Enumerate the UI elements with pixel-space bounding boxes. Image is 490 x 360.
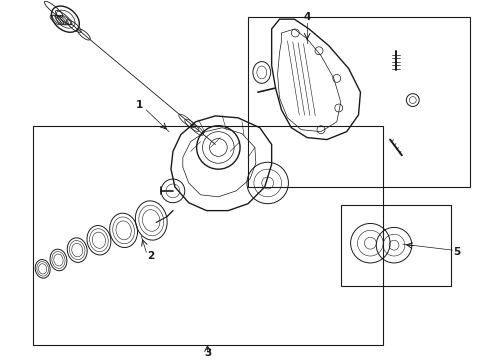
Text: 4: 4 (303, 12, 311, 22)
Bar (248, 17, 470, 187)
Text: 2: 2 (147, 251, 155, 261)
Text: 1: 1 (136, 100, 143, 110)
Text: 3: 3 (204, 348, 211, 358)
Text: 5: 5 (454, 247, 461, 257)
Bar (33, 126, 383, 345)
Bar (341, 205, 451, 285)
